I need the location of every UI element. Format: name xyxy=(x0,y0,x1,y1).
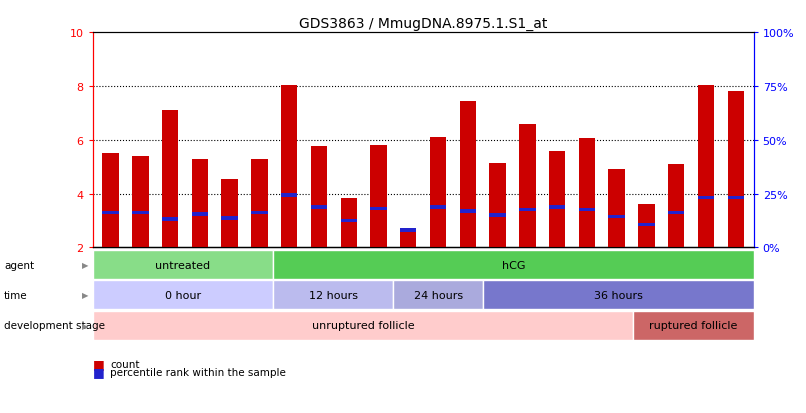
Text: ▶: ▶ xyxy=(82,261,89,269)
Bar xyxy=(638,223,654,227)
Bar xyxy=(579,139,595,248)
Bar xyxy=(251,159,268,248)
Bar xyxy=(281,85,297,248)
Text: time: time xyxy=(4,290,27,300)
Bar xyxy=(370,207,387,211)
Bar xyxy=(549,206,565,209)
Text: hCG: hCG xyxy=(501,260,525,270)
Bar xyxy=(400,230,417,248)
Bar xyxy=(132,211,148,215)
Bar xyxy=(93,311,634,340)
Text: ▶: ▶ xyxy=(82,291,89,299)
Title: GDS3863 / MmugDNA.8975.1.S1_at: GDS3863 / MmugDNA.8975.1.S1_at xyxy=(299,17,547,31)
Bar xyxy=(698,197,714,200)
Bar xyxy=(634,311,754,340)
Text: 0 hour: 0 hour xyxy=(164,290,201,300)
Bar xyxy=(549,151,565,248)
Bar xyxy=(579,209,595,212)
Bar xyxy=(93,250,273,280)
Bar xyxy=(273,280,393,310)
Bar xyxy=(222,179,238,248)
Text: percentile rank within the sample: percentile rank within the sample xyxy=(110,367,286,377)
Bar xyxy=(609,170,625,248)
Bar xyxy=(102,211,118,215)
Text: ruptured follicle: ruptured follicle xyxy=(650,320,737,330)
Text: 36 hours: 36 hours xyxy=(594,290,643,300)
Bar xyxy=(222,216,238,220)
Bar xyxy=(311,147,327,248)
Bar xyxy=(370,146,387,248)
Bar xyxy=(459,210,476,213)
Bar xyxy=(638,205,654,248)
Bar xyxy=(728,92,744,248)
Bar xyxy=(668,165,684,248)
Text: development stage: development stage xyxy=(4,320,105,330)
Bar xyxy=(340,198,357,248)
Bar xyxy=(102,154,118,248)
Bar xyxy=(340,219,357,223)
Bar xyxy=(192,159,208,248)
Text: ▶: ▶ xyxy=(82,321,89,330)
Text: unruptured follicle: unruptured follicle xyxy=(312,320,414,330)
Bar xyxy=(273,250,754,280)
Bar xyxy=(393,280,484,310)
Bar xyxy=(430,138,447,248)
Bar xyxy=(192,213,208,216)
Bar xyxy=(728,197,744,200)
Text: ■: ■ xyxy=(93,366,105,379)
Bar xyxy=(162,218,178,221)
Bar xyxy=(162,111,178,248)
Bar xyxy=(281,194,297,197)
Text: 24 hours: 24 hours xyxy=(413,290,463,300)
Bar xyxy=(430,206,447,209)
Bar xyxy=(311,206,327,209)
Bar xyxy=(668,211,684,215)
Text: ■: ■ xyxy=(93,357,105,370)
Bar xyxy=(484,280,754,310)
Bar xyxy=(132,157,148,248)
Bar xyxy=(519,124,535,248)
Bar xyxy=(93,280,273,310)
Text: count: count xyxy=(110,359,140,369)
Text: untreated: untreated xyxy=(156,260,210,270)
Bar xyxy=(609,215,625,218)
Bar xyxy=(519,209,535,212)
Bar xyxy=(489,214,506,217)
Text: 12 hours: 12 hours xyxy=(309,290,358,300)
Bar xyxy=(698,85,714,248)
Bar xyxy=(251,211,268,215)
Bar xyxy=(459,102,476,248)
Bar xyxy=(400,229,417,232)
Bar xyxy=(489,163,506,248)
Text: agent: agent xyxy=(4,260,34,270)
